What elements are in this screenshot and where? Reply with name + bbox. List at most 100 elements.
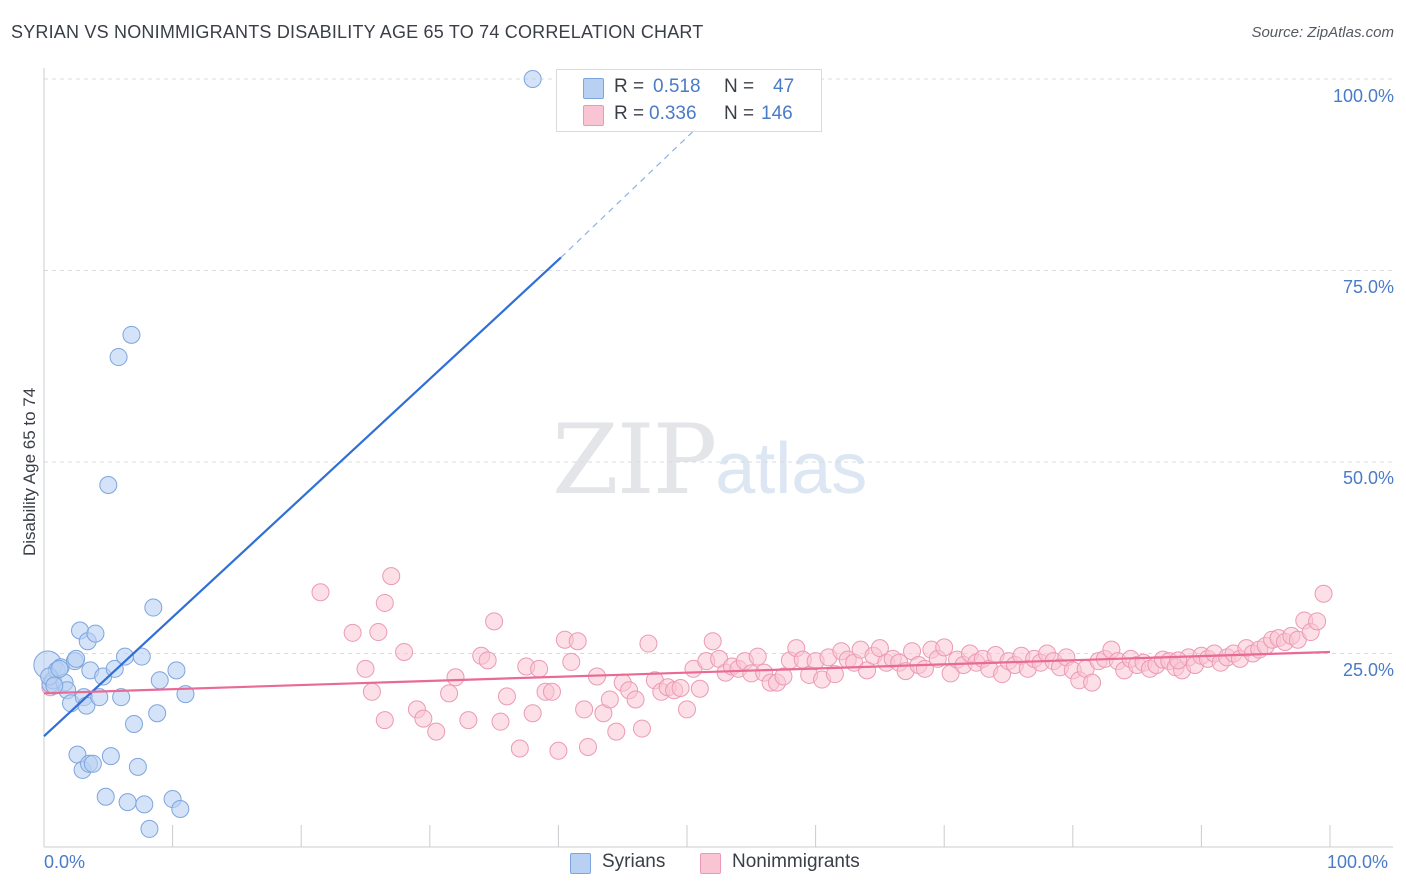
- syrians-point: [125, 714, 144, 733]
- syrians-point: [45, 676, 64, 695]
- nonimmigrants-legend-swatch: [700, 853, 721, 874]
- n-label: N =: [724, 103, 755, 124]
- nonimmigrants-point: [703, 632, 722, 651]
- syrians-point: [128, 757, 147, 776]
- syrians-legend-swatch: [570, 853, 591, 874]
- n-label: N =: [724, 76, 755, 97]
- syrians-point: [148, 704, 167, 723]
- y-tick-100: 100.0%: [1332, 86, 1394, 106]
- r-value: 0.518: [653, 76, 701, 97]
- watermark: ZIPatlas: [552, 404, 867, 516]
- syrians-trend-extension: [560, 130, 694, 258]
- nonimmigrants-point: [549, 741, 568, 760]
- nonimmigrants-point: [382, 567, 401, 586]
- syrians-swatch: [583, 78, 604, 99]
- nonimmigrants-point: [626, 690, 645, 709]
- syrians-point: [83, 754, 102, 773]
- nonimmigrants-points: [41, 567, 1333, 760]
- syrians-point: [67, 649, 86, 668]
- nonimmigrants-point: [375, 711, 394, 730]
- y-tick-50: 50.0%: [1342, 468, 1394, 488]
- syrians-legend-label: Syrians: [602, 851, 666, 872]
- syrians-point: [150, 671, 169, 690]
- nonimmigrants-swatch: [583, 105, 604, 126]
- nonimmigrants-point: [678, 700, 696, 719]
- nonimmigrants-point: [485, 612, 504, 631]
- nonimmigrants-point: [1308, 612, 1327, 631]
- syrians-point: [99, 475, 118, 494]
- syrians-point: [135, 795, 154, 814]
- nonimmigrants-point: [440, 684, 459, 703]
- nonimmigrants-point: [1314, 584, 1333, 603]
- nonimmigrants-point: [774, 667, 793, 686]
- syrians-point: [122, 325, 141, 344]
- nonimmigrants-point: [748, 647, 767, 666]
- axes: [43, 68, 1393, 848]
- nonimmigrants-point: [446, 668, 465, 687]
- nonimmigrants-point: [542, 682, 561, 701]
- syrians-trend-line: [43, 256, 562, 738]
- syrians-point: [118, 793, 137, 812]
- nonimmigrants-point: [1169, 651, 1188, 670]
- syrians-point: [132, 647, 151, 666]
- nonimmigrants-trend-line: [43, 650, 1331, 695]
- x-tick-100: 100.0%: [1327, 852, 1389, 872]
- x-tick-0: 0.0%: [44, 852, 86, 872]
- nonimmigrants-point: [690, 679, 709, 698]
- nonimmigrants-point: [395, 642, 414, 661]
- nonimmigrants-point: [530, 659, 549, 678]
- nonimmigrants-point: [478, 651, 497, 670]
- chart-title: SYRIAN VS NONIMMIGRANTS DISABILITY AGE 6…: [11, 22, 704, 42]
- nonimmigrants-point: [600, 690, 619, 709]
- syrians-point: [112, 688, 131, 707]
- legend-stats: R = 0.518 N = 47 R = 0.336 N = 146: [556, 69, 822, 132]
- source-label: Source: ZipAtlas.com: [1251, 24, 1394, 41]
- nonimmigrants-point: [311, 583, 330, 602]
- r-value: 0.336: [649, 103, 697, 124]
- nonimmigrants-point: [362, 682, 381, 701]
- nonimmigrants-point: [825, 665, 844, 684]
- watermark-atlas: atlas: [715, 429, 868, 509]
- syrians-point: [90, 688, 109, 707]
- watermark-zip: ZIP: [552, 404, 717, 516]
- syrians-point: [105, 659, 124, 678]
- grid-lines: [44, 78, 1393, 654]
- nonimmigrants-point: [562, 652, 581, 671]
- nonimmigrants-point: [578, 737, 597, 756]
- nonimmigrants-point: [343, 623, 362, 642]
- syrians-point: [101, 747, 120, 766]
- nonimmigrants-point: [414, 709, 433, 728]
- syrians-point: [523, 70, 542, 88]
- n-value: 47: [773, 76, 795, 97]
- syrians-point: [144, 598, 163, 617]
- syrians-point: [50, 659, 69, 678]
- nonimmigrants-point: [369, 623, 388, 642]
- nonimmigrants-point: [935, 638, 954, 657]
- syrians-point: [86, 624, 105, 643]
- syrians-point: [109, 348, 128, 367]
- nonimmigrants-point: [671, 678, 690, 697]
- nonimmigrants-point: [1083, 673, 1102, 692]
- syrians-point: [140, 819, 159, 838]
- trend-lines: [43, 130, 1331, 738]
- nonimmigrants-point: [510, 739, 529, 758]
- nonimmigrants-point: [459, 711, 478, 730]
- y-tick-25: 25.0%: [1342, 660, 1394, 680]
- nonimmigrants-point: [491, 712, 510, 731]
- r-label: R =: [614, 103, 645, 124]
- nonimmigrants-point: [375, 593, 394, 612]
- y-axis-label-wrap: Disability Age 65 to 74: [18, 290, 42, 620]
- nonimmigrants-point: [568, 632, 587, 651]
- nonimmigrants-point: [356, 659, 375, 678]
- nonimmigrants-point: [575, 700, 594, 719]
- y-tick-75: 75.0%: [1342, 277, 1394, 297]
- y-axis-label: Disability Age 65 to 74: [20, 387, 39, 556]
- n-value: 146: [761, 103, 793, 124]
- syrians-point: [96, 787, 115, 806]
- nonimmigrants-point: [639, 634, 658, 653]
- nonimmigrants-legend-label: Nonimmigrants: [732, 851, 860, 872]
- syrians-point: [171, 799, 190, 818]
- nonimmigrants-point: [497, 687, 516, 706]
- nonimmigrants-point: [607, 722, 626, 741]
